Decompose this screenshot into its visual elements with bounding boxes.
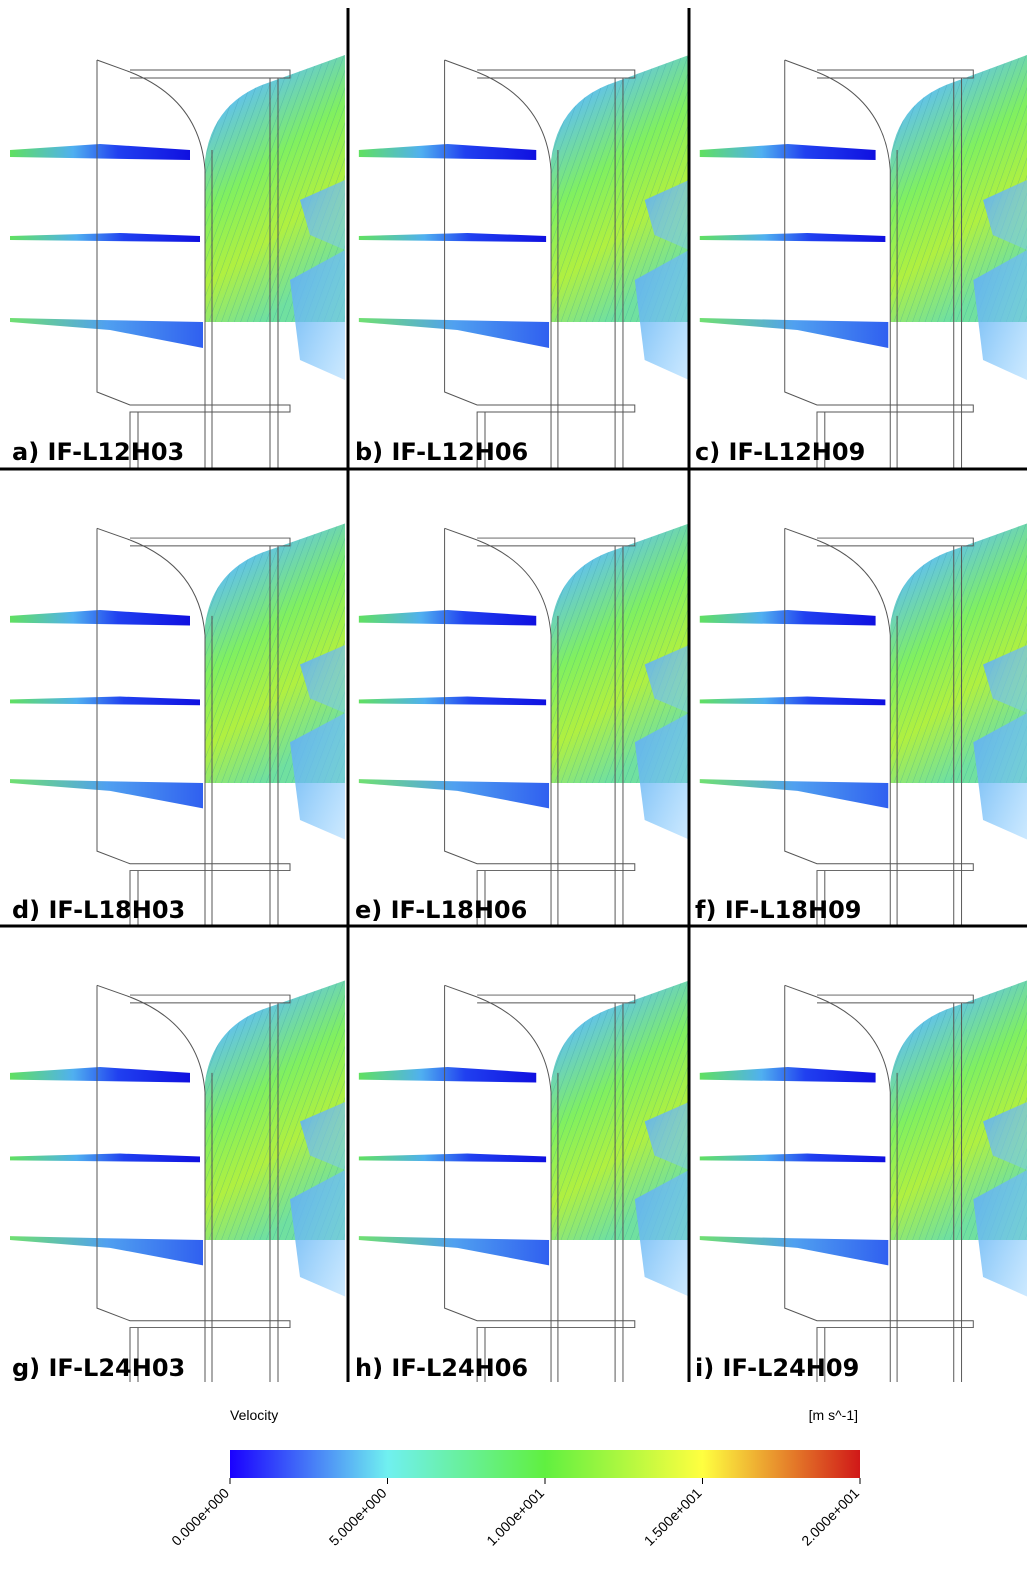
colorbar-tick-label: 1.500e+001 (641, 1485, 705, 1549)
colorbar-unit: [m s^-1] (809, 1407, 858, 1423)
colorbar-tick-label: 1.000e+001 (483, 1485, 547, 1549)
panel-label: c) IF-L12H09 (695, 438, 865, 466)
vector-panels (10, 55, 1027, 1382)
colorbar (230, 1450, 860, 1478)
colorbar-title: Velocity (230, 1407, 278, 1423)
dividers (0, 8, 1027, 1382)
panel-label: f) IF-L18H09 (695, 896, 862, 924)
figure: Velocity [m s^-1] a) IF-L12H03 b) IF-L12H… (0, 0, 1027, 1575)
panel-label: g) IF-L24H03 (12, 1354, 185, 1382)
panel-label: d) IF-L18H03 (12, 896, 185, 924)
panel-label: a) IF-L12H03 (12, 438, 184, 466)
panel-label: h) IF-L24H06 (355, 1354, 528, 1382)
panel-label: e) IF-L18H06 (355, 896, 527, 924)
panel-label: b) IF-L12H06 (355, 438, 528, 466)
colorbar-tick-label: 0.000e+000 (168, 1485, 232, 1549)
panel-label: i) IF-L24H09 (695, 1354, 859, 1382)
colorbar-tick-label: 2.000e+001 (798, 1485, 862, 1549)
colorbar-tick-label: 5.000e+000 (326, 1485, 390, 1549)
